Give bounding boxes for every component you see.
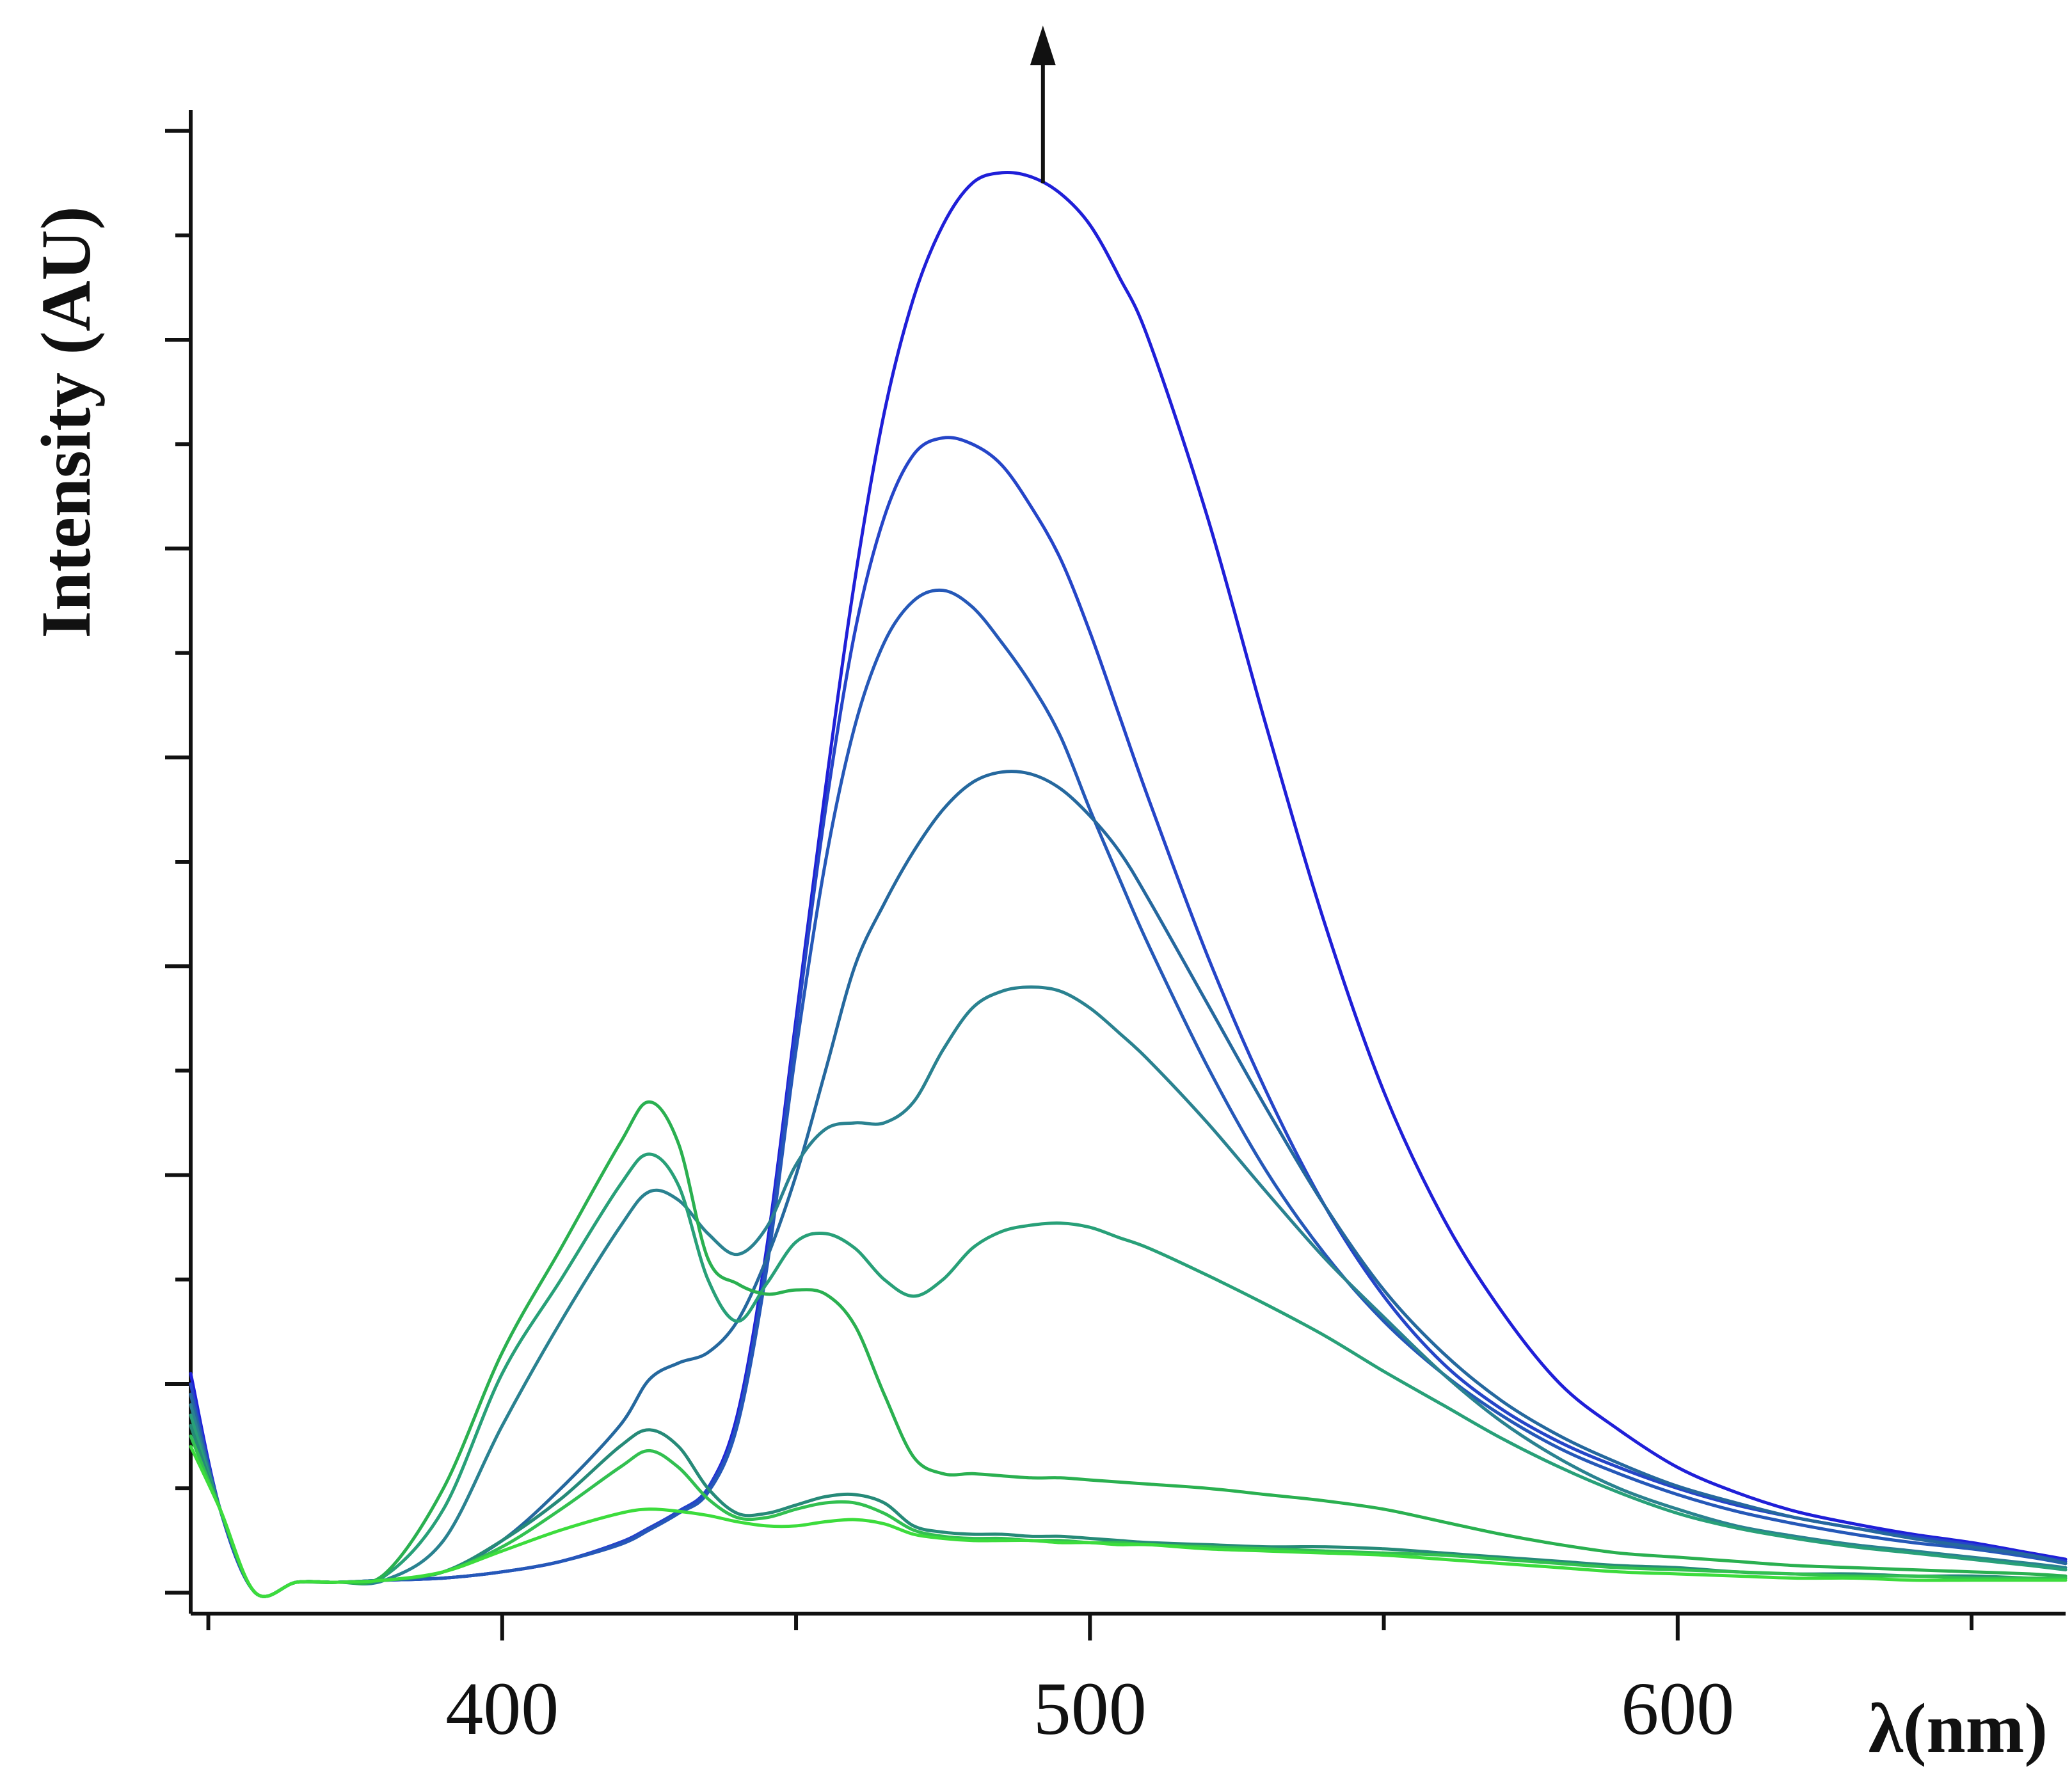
series-line-s4 — [189, 770, 2068, 1598]
series-line-s8 — [189, 1424, 2068, 1598]
series-line-s3 — [189, 588, 2068, 1598]
x-tick-labels: 400 500 600 — [445, 1667, 1734, 1751]
series-line-s7 — [189, 1100, 2068, 1598]
y-ticks — [165, 129, 191, 1595]
arrow-head-icon — [1030, 26, 1056, 65]
y-axis-title: Intensity (AU) — [27, 206, 105, 638]
series-line-s10 — [189, 1445, 2068, 1598]
series-line-s6 — [189, 1152, 2068, 1598]
series-line-s1 — [189, 170, 2068, 1598]
series-group — [189, 170, 2068, 1598]
increase-arrow-annotation — [1030, 26, 1056, 184]
x-tick-label: 600 — [1621, 1667, 1734, 1751]
x-tick-label: 500 — [1033, 1667, 1147, 1751]
x-ticks — [206, 1614, 1974, 1640]
x-tick-label: 400 — [445, 1667, 559, 1751]
series-line-s5 — [189, 985, 2068, 1598]
x-axis-title: λ(nm) — [1869, 1689, 2048, 1767]
